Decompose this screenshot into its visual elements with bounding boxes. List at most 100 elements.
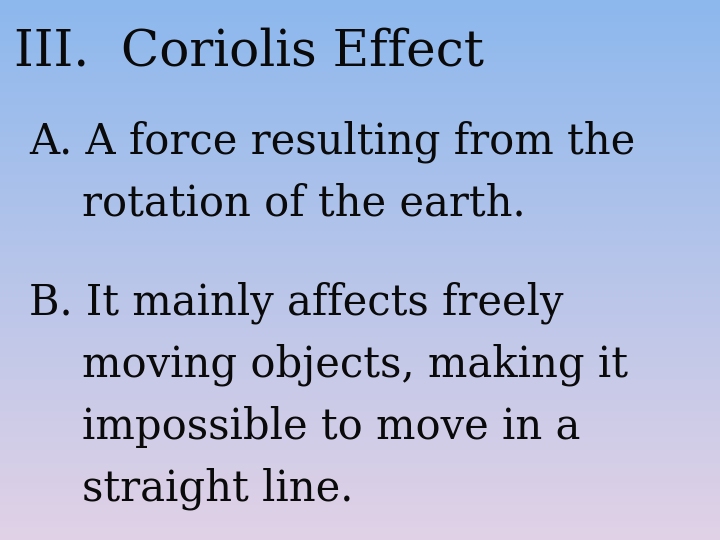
Bar (0, 325, 720, 326)
Bar (0, 519, 720, 521)
Bar (0, 333, 720, 334)
Bar (0, 334, 720, 335)
Bar (0, 381, 720, 382)
Bar (0, 31, 720, 32)
Bar (0, 98, 720, 99)
Bar (0, 435, 720, 436)
Bar (0, 233, 720, 234)
Bar (0, 529, 720, 530)
Bar (0, 227, 720, 228)
Bar (0, 162, 720, 163)
Bar (0, 444, 720, 445)
Bar (0, 480, 720, 481)
Bar (0, 104, 720, 105)
Bar (0, 437, 720, 438)
Bar (0, 394, 720, 395)
Bar (0, 79, 720, 80)
Bar (0, 113, 720, 114)
Bar (0, 153, 720, 154)
Bar (0, 378, 720, 379)
Bar (0, 91, 720, 92)
Bar (0, 75, 720, 76)
Bar (0, 118, 720, 119)
Bar (0, 469, 720, 470)
Bar (0, 112, 720, 113)
Bar (0, 349, 720, 350)
Bar (0, 440, 720, 441)
Bar (0, 372, 720, 373)
Bar (0, 379, 720, 380)
Bar (0, 409, 720, 410)
Bar (0, 365, 720, 366)
Bar (0, 84, 720, 85)
Bar (0, 222, 720, 224)
Bar (0, 382, 720, 383)
Bar (0, 260, 720, 261)
Bar (0, 267, 720, 268)
Bar (0, 296, 720, 297)
Bar (0, 458, 720, 459)
Bar (0, 4, 720, 5)
Bar (0, 337, 720, 338)
Bar (0, 422, 720, 423)
Bar (0, 324, 720, 325)
Bar (0, 526, 720, 527)
Bar (0, 462, 720, 463)
Bar (0, 27, 720, 28)
Bar (0, 257, 720, 258)
Bar (0, 186, 720, 187)
Bar (0, 149, 720, 150)
Bar (0, 148, 720, 149)
Bar (0, 163, 720, 164)
Bar (0, 476, 720, 477)
Bar (0, 151, 720, 152)
Bar (0, 499, 720, 500)
Bar (0, 230, 720, 231)
Bar (0, 48, 720, 49)
Bar (0, 311, 720, 312)
Bar (0, 147, 720, 148)
Bar (0, 32, 720, 33)
Bar (0, 426, 720, 427)
Bar (0, 136, 720, 137)
Bar (0, 421, 720, 422)
Bar (0, 111, 720, 112)
Bar (0, 184, 720, 185)
Bar (0, 19, 720, 21)
Bar (0, 174, 720, 175)
Bar (0, 455, 720, 456)
Bar (0, 193, 720, 194)
Bar (0, 138, 720, 139)
Bar (0, 448, 720, 449)
Bar (0, 524, 720, 525)
Bar (0, 505, 720, 507)
Bar (0, 289, 720, 291)
Bar (0, 258, 720, 259)
Bar (0, 514, 720, 515)
Bar (0, 185, 720, 186)
Text: impossible to move in a: impossible to move in a (29, 406, 580, 448)
Bar (0, 328, 720, 329)
Bar (0, 242, 720, 243)
Bar (0, 301, 720, 302)
Bar (0, 13, 720, 14)
Bar (0, 303, 720, 305)
Bar (0, 215, 720, 216)
Bar (0, 456, 720, 457)
Bar (0, 65, 720, 66)
Bar (0, 245, 720, 246)
Bar (0, 451, 720, 453)
Bar (0, 52, 720, 53)
Bar (0, 471, 720, 472)
Bar (0, 453, 720, 454)
Bar (0, 190, 720, 191)
Bar (0, 130, 720, 131)
Bar (0, 377, 720, 378)
Bar (0, 17, 720, 18)
Bar (0, 299, 720, 300)
Bar (0, 195, 720, 197)
Bar (0, 1, 720, 2)
Bar (0, 485, 720, 486)
Bar (0, 433, 720, 434)
Bar (0, 284, 720, 285)
